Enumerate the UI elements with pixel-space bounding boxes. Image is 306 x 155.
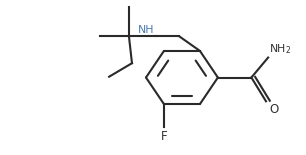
Text: F: F (161, 130, 167, 143)
Text: NH$_2$: NH$_2$ (269, 42, 291, 56)
Text: NH: NH (138, 25, 155, 35)
Text: O: O (269, 103, 278, 115)
